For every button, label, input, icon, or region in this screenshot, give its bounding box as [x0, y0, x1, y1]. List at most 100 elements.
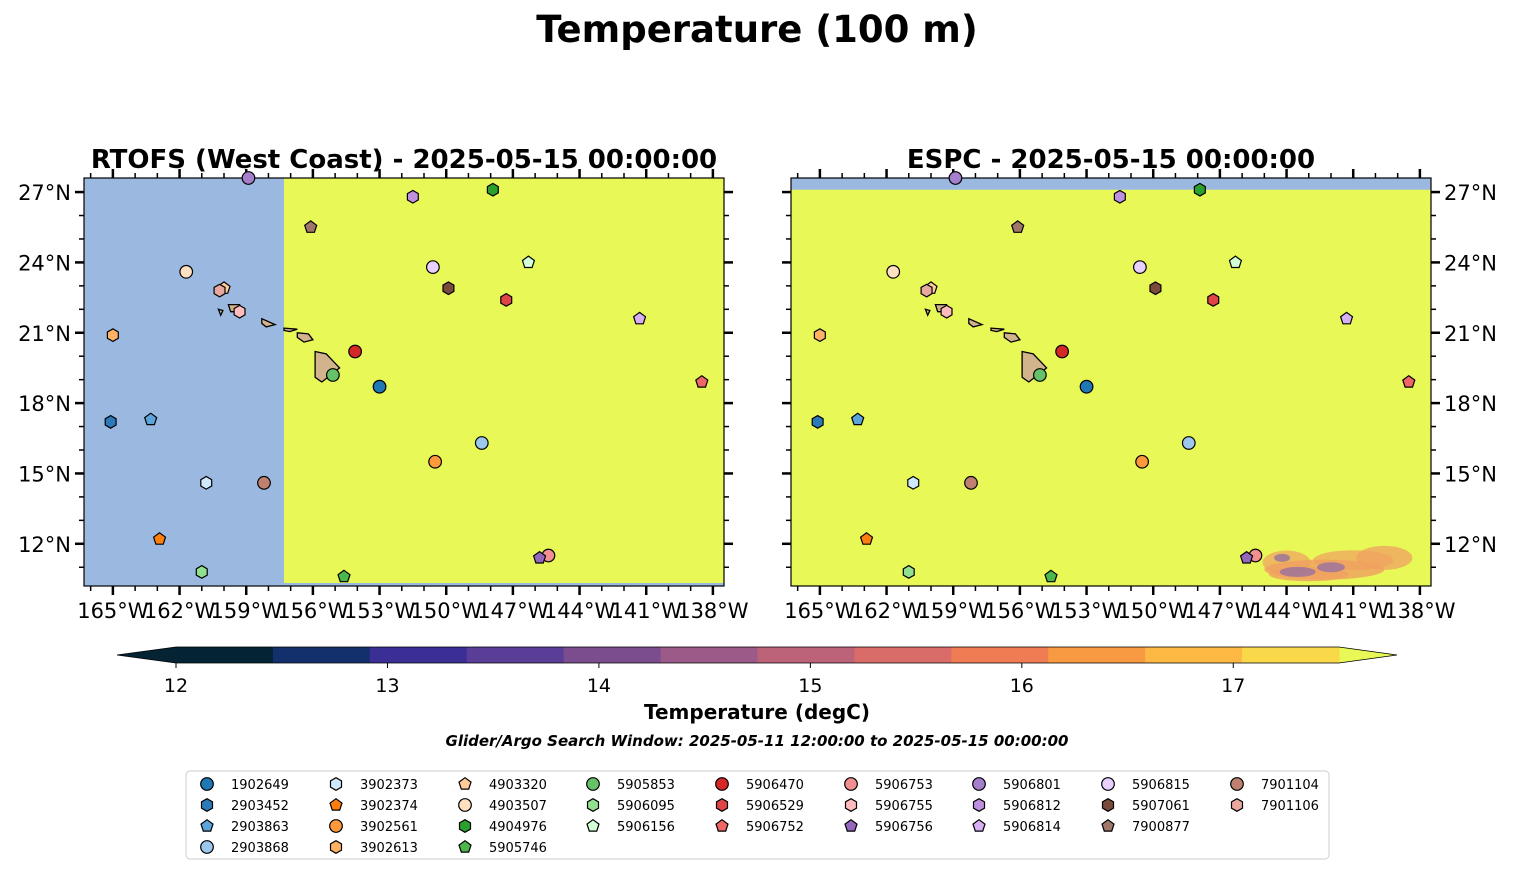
legend-label-3902373: 3902373 — [360, 778, 418, 793]
legend-marker-3902374 — [329, 797, 343, 811]
float-marker-4903507 — [886, 264, 901, 279]
colorbar-tick-label: 13 — [375, 675, 399, 697]
x-tick-label: 162°W — [144, 599, 216, 623]
legend-label-5906156: 5906156 — [617, 820, 675, 835]
panel-title-espc: ESPC - 2025-05-15 00:00:00 — [907, 145, 1315, 175]
legend-marker-4903507 — [458, 798, 472, 812]
float-marker-7901106 — [920, 283, 933, 298]
legend-label-5906529: 5906529 — [746, 799, 804, 814]
legend-label-3902374: 3902374 — [360, 799, 418, 814]
colorbar-segment — [1048, 647, 1146, 663]
float-marker-5906752 — [1402, 374, 1416, 388]
legend-marker-5907061 — [1101, 798, 1115, 812]
float-marker-2903452 — [811, 414, 824, 429]
legend-label-5906752: 5906752 — [746, 820, 804, 835]
x-tick-label: 165°W — [784, 599, 856, 623]
colorbar-segment — [660, 647, 758, 663]
colorbar-segment — [951, 647, 1049, 663]
legend-label-5905746: 5905746 — [489, 841, 547, 856]
float-marker-3902613 — [106, 328, 119, 343]
legend-marker-5906814 — [972, 818, 986, 832]
float-marker-5906755 — [940, 304, 953, 319]
float-marker-5906812 — [1113, 189, 1126, 204]
island — [283, 327, 298, 333]
colorbar-tick-label: 15 — [798, 675, 822, 697]
island — [924, 308, 931, 317]
colorbar-segment — [272, 647, 371, 663]
float-marker-5906156 — [521, 255, 536, 269]
x-tick-label: 162°W — [851, 599, 923, 623]
legend-label-1902649: 1902649 — [231, 778, 289, 793]
legend-marker-3902561 — [329, 819, 343, 833]
legend-marker-5906156 — [586, 818, 600, 832]
float-marker-2903868 — [1181, 436, 1196, 450]
y-tick-label: 27°N — [18, 181, 71, 205]
legend-marker-5906752 — [715, 818, 729, 832]
y-tick-label: 18°N — [18, 392, 71, 416]
legend-label-4903320: 4903320 — [489, 778, 547, 793]
legend-label-2903863: 2903863 — [231, 820, 289, 835]
float-marker-2903863 — [143, 412, 158, 426]
colorbar-segment — [1242, 647, 1340, 663]
float-marker-5906470 — [1055, 344, 1070, 359]
x-tick-label: 147°W — [477, 599, 549, 623]
x-tick-label: 150°W — [1118, 599, 1190, 623]
colorbar-segment — [466, 647, 565, 663]
float-marker-5906814 — [1339, 311, 1354, 325]
colorbar-tick-label: 17 — [1221, 675, 1245, 697]
float-marker-5905853 — [325, 368, 340, 382]
colorbar-segment — [757, 647, 855, 663]
legend-marker-5905746 — [458, 839, 472, 853]
legend-label-3902613: 3902613 — [360, 841, 418, 856]
x-tick-label: 150°W — [411, 599, 483, 623]
float-marker-7901104 — [964, 475, 978, 490]
panel-title-rtofs: RTOFS (West Coast) - 2025-05-15 00:00:00 — [91, 145, 717, 175]
cool-blob — [1279, 566, 1316, 577]
island — [1003, 332, 1022, 343]
map-frame — [83, 177, 725, 587]
legend-marker-7900877 — [1101, 818, 1115, 832]
figure-title: Temperature (100 m) — [536, 8, 978, 51]
legend-marker-5906812 — [972, 798, 986, 812]
cool-blob — [1274, 553, 1291, 562]
x-tick-label: 138°W — [1384, 599, 1456, 623]
colorbar-segment — [854, 647, 952, 663]
legend-label-3902561: 3902561 — [360, 820, 418, 835]
no-data-region — [791, 178, 1431, 190]
legend-label-5906755: 5906755 — [875, 799, 933, 814]
legend-marker-5906753 — [844, 777, 858, 791]
search-window-text: Glider/Argo Search Window: 2025-05-11 12… — [446, 732, 1069, 750]
colorbar-extend-high — [1339, 647, 1397, 663]
float-marker-5907061 — [442, 281, 455, 296]
warm-blob — [1356, 545, 1413, 570]
x-tick-label: 141°W — [1318, 599, 1390, 623]
float-marker-5906812 — [406, 189, 419, 204]
colorbar-tick-label: 12 — [164, 675, 188, 697]
x-tick-label: 141°W — [611, 599, 683, 623]
y-tick-label: 12°N — [18, 533, 71, 557]
legend-marker-3902613 — [329, 840, 343, 854]
legend-label-5907061: 5907061 — [1132, 799, 1190, 814]
map-panel-espc: ESPC - 2025-05-15 00:00:00 165°W162°W159… — [782, 145, 1497, 623]
legend-marker-4904976 — [458, 819, 472, 833]
float-marker-4903507 — [179, 264, 194, 279]
y-tick-label: 24°N — [1444, 251, 1497, 275]
legend-label-5906815: 5906815 — [1132, 778, 1190, 793]
colorbar-segment — [1145, 647, 1243, 663]
legend-label-5906814: 5906814 — [1003, 820, 1061, 835]
map-area-espc: 165°W162°W159°W156°W153°W150°W147°W144°W… — [782, 169, 1497, 623]
legend-marker-2903868 — [200, 840, 214, 854]
no-data-region — [84, 178, 284, 586]
x-tick-label: 159°W — [211, 599, 283, 623]
y-tick-label: 27°N — [1444, 181, 1497, 205]
temperature-field — [791, 178, 1431, 586]
x-tick-label: 144°W — [544, 599, 616, 623]
legend-label-5906756: 5906756 — [875, 820, 933, 835]
island — [990, 327, 1005, 333]
colorbar-extend-low — [117, 647, 176, 663]
legend-marker-5906529 — [715, 798, 729, 812]
float-marker-5906156 — [1228, 255, 1243, 269]
map-area-rtofs: 165°W162°W159°W156°W153°W150°W147°W144°W… — [18, 169, 749, 623]
float-marker-5906752 — [695, 374, 709, 388]
